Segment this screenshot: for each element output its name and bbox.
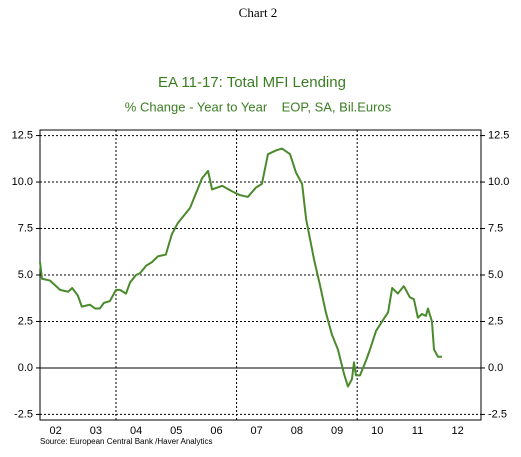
x-tick-label: 07 xyxy=(251,425,263,437)
x-tick-label: 11 xyxy=(412,425,423,437)
y2-tick-label: 5.0 xyxy=(488,269,503,281)
y2-tick-label: 7.5 xyxy=(488,222,503,234)
x-tick-label: 08 xyxy=(291,425,303,437)
y2-tick-label: -2.5 xyxy=(488,408,507,420)
y2-tick-label: 10.0 xyxy=(488,176,509,188)
y2-tick-label: 12.5 xyxy=(488,129,509,141)
y-tick-label: 7.5 xyxy=(18,222,33,234)
x-tick-label: 09 xyxy=(331,425,343,437)
y-tick-label: 10.0 xyxy=(12,176,33,188)
y-tick-label: 5.0 xyxy=(18,269,33,281)
y-tick-label: 0.0 xyxy=(18,362,33,374)
chart-header: Chart 2 xyxy=(239,5,278,20)
chart-title: EA 11-17: Total MFI Lending xyxy=(158,74,346,91)
x-tick-label: 03 xyxy=(90,425,102,437)
y-tick-label: 12.5 xyxy=(12,129,33,141)
x-tick-label: 05 xyxy=(170,425,182,437)
chart-subtitle: % Change - Year to Year EOP, SA, Bil.Eur… xyxy=(125,99,392,114)
x-tick-label: 10 xyxy=(371,425,383,437)
y2-tick-label: 2.5 xyxy=(488,315,503,327)
series-line xyxy=(39,147,443,388)
x-tick-label: 12 xyxy=(452,425,464,437)
y2-tick-label: 0.0 xyxy=(488,362,503,374)
source-note: Source: European Central Bank /Haver Ana… xyxy=(40,437,213,446)
y-tick-label: -2.5 xyxy=(14,408,33,420)
x-tick-label: 02 xyxy=(50,425,62,437)
x-tick-label: 06 xyxy=(210,425,222,437)
x-tick-label: 04 xyxy=(130,425,142,437)
y-tick-label: 2.5 xyxy=(18,315,33,327)
